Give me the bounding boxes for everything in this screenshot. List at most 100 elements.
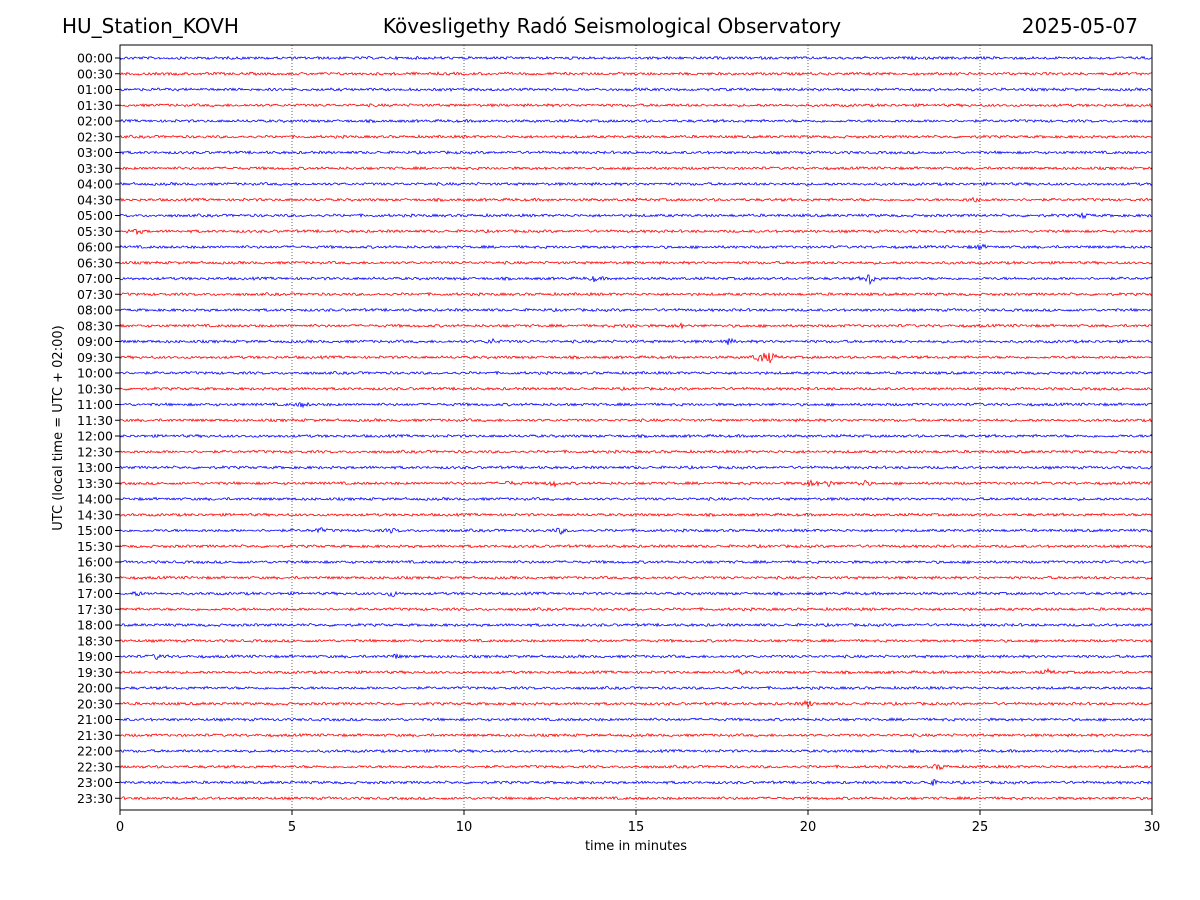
y-tick-label: 02:30 — [77, 129, 113, 144]
y-tick-label: 00:30 — [77, 66, 113, 81]
trace-0130 — [119, 102, 1153, 108]
trace-1530 — [119, 543, 1153, 549]
x-tick-label: 25 — [972, 820, 989, 835]
y-tick-label: 08:00 — [77, 303, 113, 318]
y-tick-label: 06:30 — [77, 255, 113, 270]
x-tick-label: 5 — [288, 820, 296, 835]
trace-0400 — [119, 181, 1153, 187]
trace-1200 — [119, 433, 1153, 439]
trace-0600 — [119, 243, 1153, 250]
trace-2130 — [119, 732, 1153, 738]
trace-1730 — [119, 606, 1153, 612]
trace-0430 — [119, 196, 1153, 203]
y-axis: 00:0000:3001:0001:3002:0002:3003:0003:30… — [77, 51, 120, 806]
x-axis: 0 5 10 15 20 25 30 — [116, 810, 1160, 835]
trace-0500 — [119, 211, 1153, 220]
x-tick-label: 20 — [800, 820, 817, 835]
trace-0330 — [119, 165, 1153, 171]
y-tick-label: 03:00 — [77, 145, 113, 160]
y-tick-label: 09:30 — [77, 350, 113, 365]
plot-date: 2025-05-07 — [1021, 14, 1138, 38]
trace-1630 — [119, 575, 1153, 581]
trace-0800 — [119, 307, 1153, 313]
y-tick-label: 14:30 — [77, 507, 113, 522]
y-tick-label: 17:30 — [77, 602, 113, 617]
y-tick-label: 13:00 — [77, 460, 113, 475]
trace-2230 — [119, 764, 1153, 771]
x-tick-label: 15 — [628, 820, 645, 835]
y-tick-label: 19:00 — [77, 649, 113, 664]
y-tick-label: 21:30 — [77, 728, 113, 743]
trace-1100 — [119, 401, 1153, 409]
y-tick-label: 01:30 — [77, 98, 113, 113]
y-tick-label: 17:00 — [77, 586, 113, 601]
y-tick-label: 10:00 — [77, 366, 113, 381]
trace-1700 — [119, 590, 1153, 597]
y-tick-label: 22:30 — [77, 759, 113, 774]
y-tick-label: 06:00 — [77, 240, 113, 255]
y-tick-label: 20:00 — [77, 681, 113, 696]
trace-0730 — [119, 291, 1153, 297]
y-tick-label: 16:30 — [77, 570, 113, 585]
y-tick-label: 02:00 — [77, 114, 113, 129]
trace-1000 — [119, 370, 1153, 376]
y-tick-label: 11:00 — [77, 397, 113, 412]
trace-1800 — [119, 622, 1153, 628]
trace-1430 — [119, 512, 1153, 518]
trace-group — [119, 55, 1153, 801]
y-tick-label: 23:00 — [77, 775, 113, 790]
trace-1900 — [119, 653, 1153, 660]
y-tick-label: 10:30 — [77, 381, 113, 396]
trace-1130 — [119, 417, 1153, 423]
y-tick-label: 16:00 — [77, 555, 113, 570]
x-tick-label: 30 — [1144, 820, 1161, 835]
trace-0100 — [119, 87, 1153, 92]
trace-1500 — [119, 527, 1153, 536]
trace-0230 — [119, 134, 1153, 140]
y-axis-label: UTC (local time = UTC + 02:00) — [51, 325, 66, 530]
trace-2100 — [119, 716, 1153, 722]
trace-1400 — [119, 496, 1153, 502]
trace-1830 — [119, 638, 1153, 644]
y-tick-label: 15:00 — [77, 523, 113, 538]
y-tick-label: 22:00 — [77, 744, 113, 759]
trace-0930 — [119, 352, 1153, 364]
y-tick-label: 18:00 — [77, 618, 113, 633]
y-tick-label: 07:00 — [77, 271, 113, 286]
trace-0300 — [119, 149, 1153, 155]
y-tick-label: 21:00 — [77, 712, 113, 727]
y-tick-label: 12:00 — [77, 429, 113, 444]
trace-1600 — [119, 559, 1153, 565]
y-tick-label: 05:30 — [77, 224, 113, 239]
y-tick-label: 00:00 — [77, 51, 113, 66]
y-tick-label: 20:30 — [77, 696, 113, 711]
trace-0030 — [119, 71, 1153, 77]
y-tick-label: 23:30 — [77, 791, 113, 806]
observatory-title: Kövesligethy Radó Seismological Observat… — [382, 14, 842, 38]
trace-0830 — [119, 321, 1153, 329]
y-tick-label: 19:30 — [77, 665, 113, 680]
y-tick-label: 18:30 — [77, 633, 113, 648]
trace-0700 — [119, 274, 1153, 286]
trace-2030 — [119, 699, 1153, 708]
grid-lines — [291, 45, 981, 810]
y-tick-label: 04:30 — [77, 192, 113, 207]
y-tick-label: 12:30 — [77, 444, 113, 459]
trace-0000 — [119, 55, 1153, 61]
trace-0530 — [119, 228, 1153, 235]
y-tick-label: 05:00 — [77, 208, 113, 223]
y-tick-label: 03:30 — [77, 161, 113, 176]
trace-1230 — [119, 449, 1153, 455]
y-tick-label: 09:00 — [77, 334, 113, 349]
trace-0200 — [119, 118, 1153, 124]
y-tick-label: 07:30 — [77, 287, 113, 302]
trace-2330 — [119, 795, 1153, 801]
y-tick-label: 04:00 — [77, 177, 113, 192]
trace-1030 — [119, 386, 1153, 392]
trace-0900 — [119, 337, 1153, 345]
x-axis-label: time in minutes — [585, 839, 687, 854]
y-tick-label: 13:30 — [77, 476, 113, 491]
trace-2200 — [119, 748, 1153, 754]
y-tick-label: 11:30 — [77, 413, 113, 428]
